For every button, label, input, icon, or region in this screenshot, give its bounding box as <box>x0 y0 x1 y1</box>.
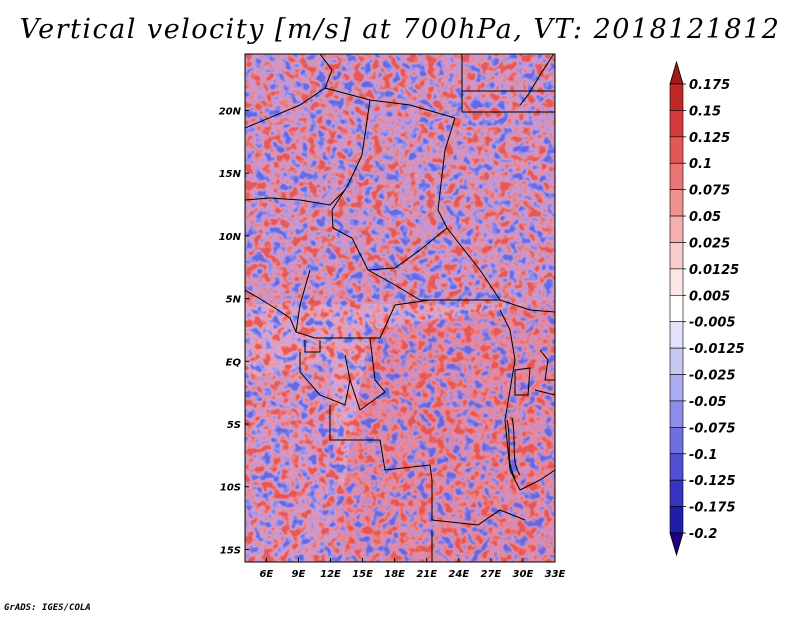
colorbar-bottom-arrow <box>669 532 684 557</box>
lat-tick-label: 10N <box>219 232 242 243</box>
colorbar-segment <box>669 374 684 402</box>
lon-tick-label: 15E <box>352 569 373 580</box>
colorbar-segment <box>669 347 684 375</box>
colorbar-segment <box>669 453 684 481</box>
colorbar-label: -0.075 <box>689 421 736 436</box>
lon-tick-label: 33E <box>545 569 566 580</box>
lon-tick-label: 24E <box>448 569 469 580</box>
colorbar-label: -0.1 <box>689 448 717 463</box>
colorbar-label: -0.125 <box>689 474 736 489</box>
lon-tick-label: 18E <box>384 569 405 580</box>
lat-tick-label: 5S <box>227 420 241 431</box>
lon-tick-label: 27E <box>480 569 501 580</box>
colorbar-label: -0.025 <box>689 369 736 384</box>
lat-tick-label: 5N <box>226 295 242 306</box>
colorbar-label: 0.0125 <box>689 263 739 278</box>
lat-tick-label: 20N <box>219 106 242 117</box>
chart-title: Vertical velocity [m/s] at 700hPa, VT: 2… <box>19 14 781 45</box>
colorbar-segment <box>669 268 684 296</box>
colorbar-segment <box>669 427 684 455</box>
lon-tick-label: 12E <box>320 569 341 580</box>
colorbar-segment <box>669 215 684 243</box>
lon-tick-label: 30E <box>513 569 534 580</box>
map-frame <box>244 53 556 563</box>
longitude-axis: 6E 9E 12E 15E 18E 21E 24E 27E 30E 33E <box>259 558 566 580</box>
lat-tick-label: 10S <box>220 483 241 494</box>
colorbar-segment <box>669 506 684 534</box>
colorbar-segment <box>669 136 684 164</box>
colorbar-segment <box>669 321 684 349</box>
colorbar-segment <box>669 189 684 217</box>
latitude-axis: 20N 15N 10N 5N EQ 5S 10S 15S <box>219 106 249 556</box>
lon-tick-label: 9E <box>292 569 306 580</box>
colorbar-segment <box>669 400 684 428</box>
colorbar-label: 0.05 <box>689 210 721 225</box>
grads-credit: GrADS: IGES/COLA <box>4 603 91 613</box>
colorbar-label: 0.025 <box>689 236 730 251</box>
country-borders <box>245 54 555 562</box>
lat-tick-label: 15N <box>219 169 242 180</box>
colorbar-segment <box>669 242 684 270</box>
vertical-velocity-field <box>245 54 555 562</box>
colorbar-label: 0.005 <box>689 289 730 304</box>
colorbar-segment <box>669 162 684 190</box>
colorbar-segment <box>669 294 684 323</box>
lat-tick-label: 15S <box>220 545 241 556</box>
colorbar-label: -0.2 <box>689 527 717 542</box>
colorbar-segment <box>669 110 684 138</box>
colorbar-label: 0.175 <box>689 78 730 93</box>
colorbar-label: -0.005 <box>689 316 736 331</box>
colorbar-top-arrow <box>669 60 684 85</box>
lon-tick-label: 21E <box>416 569 437 580</box>
colorbar-label: 0.15 <box>689 104 721 119</box>
colorbar-label: -0.05 <box>689 395 726 410</box>
colorbar-label: -0.175 <box>689 501 736 516</box>
colorbar-label: 0.125 <box>689 131 730 146</box>
lon-tick-label: 6E <box>259 569 273 580</box>
colorbar-segment <box>669 83 684 111</box>
colorbar-segment <box>669 479 684 507</box>
colorbar-label: 0.1 <box>689 157 712 172</box>
colorbar-label: -0.0125 <box>689 342 745 357</box>
colorbar: 0.175 0.15 0.125 0.1 0.075 0.05 0.025 0.0125 0.0… <box>669 60 745 557</box>
colorbar-label: 0.075 <box>689 184 730 199</box>
lat-tick-label: EQ <box>226 357 242 368</box>
